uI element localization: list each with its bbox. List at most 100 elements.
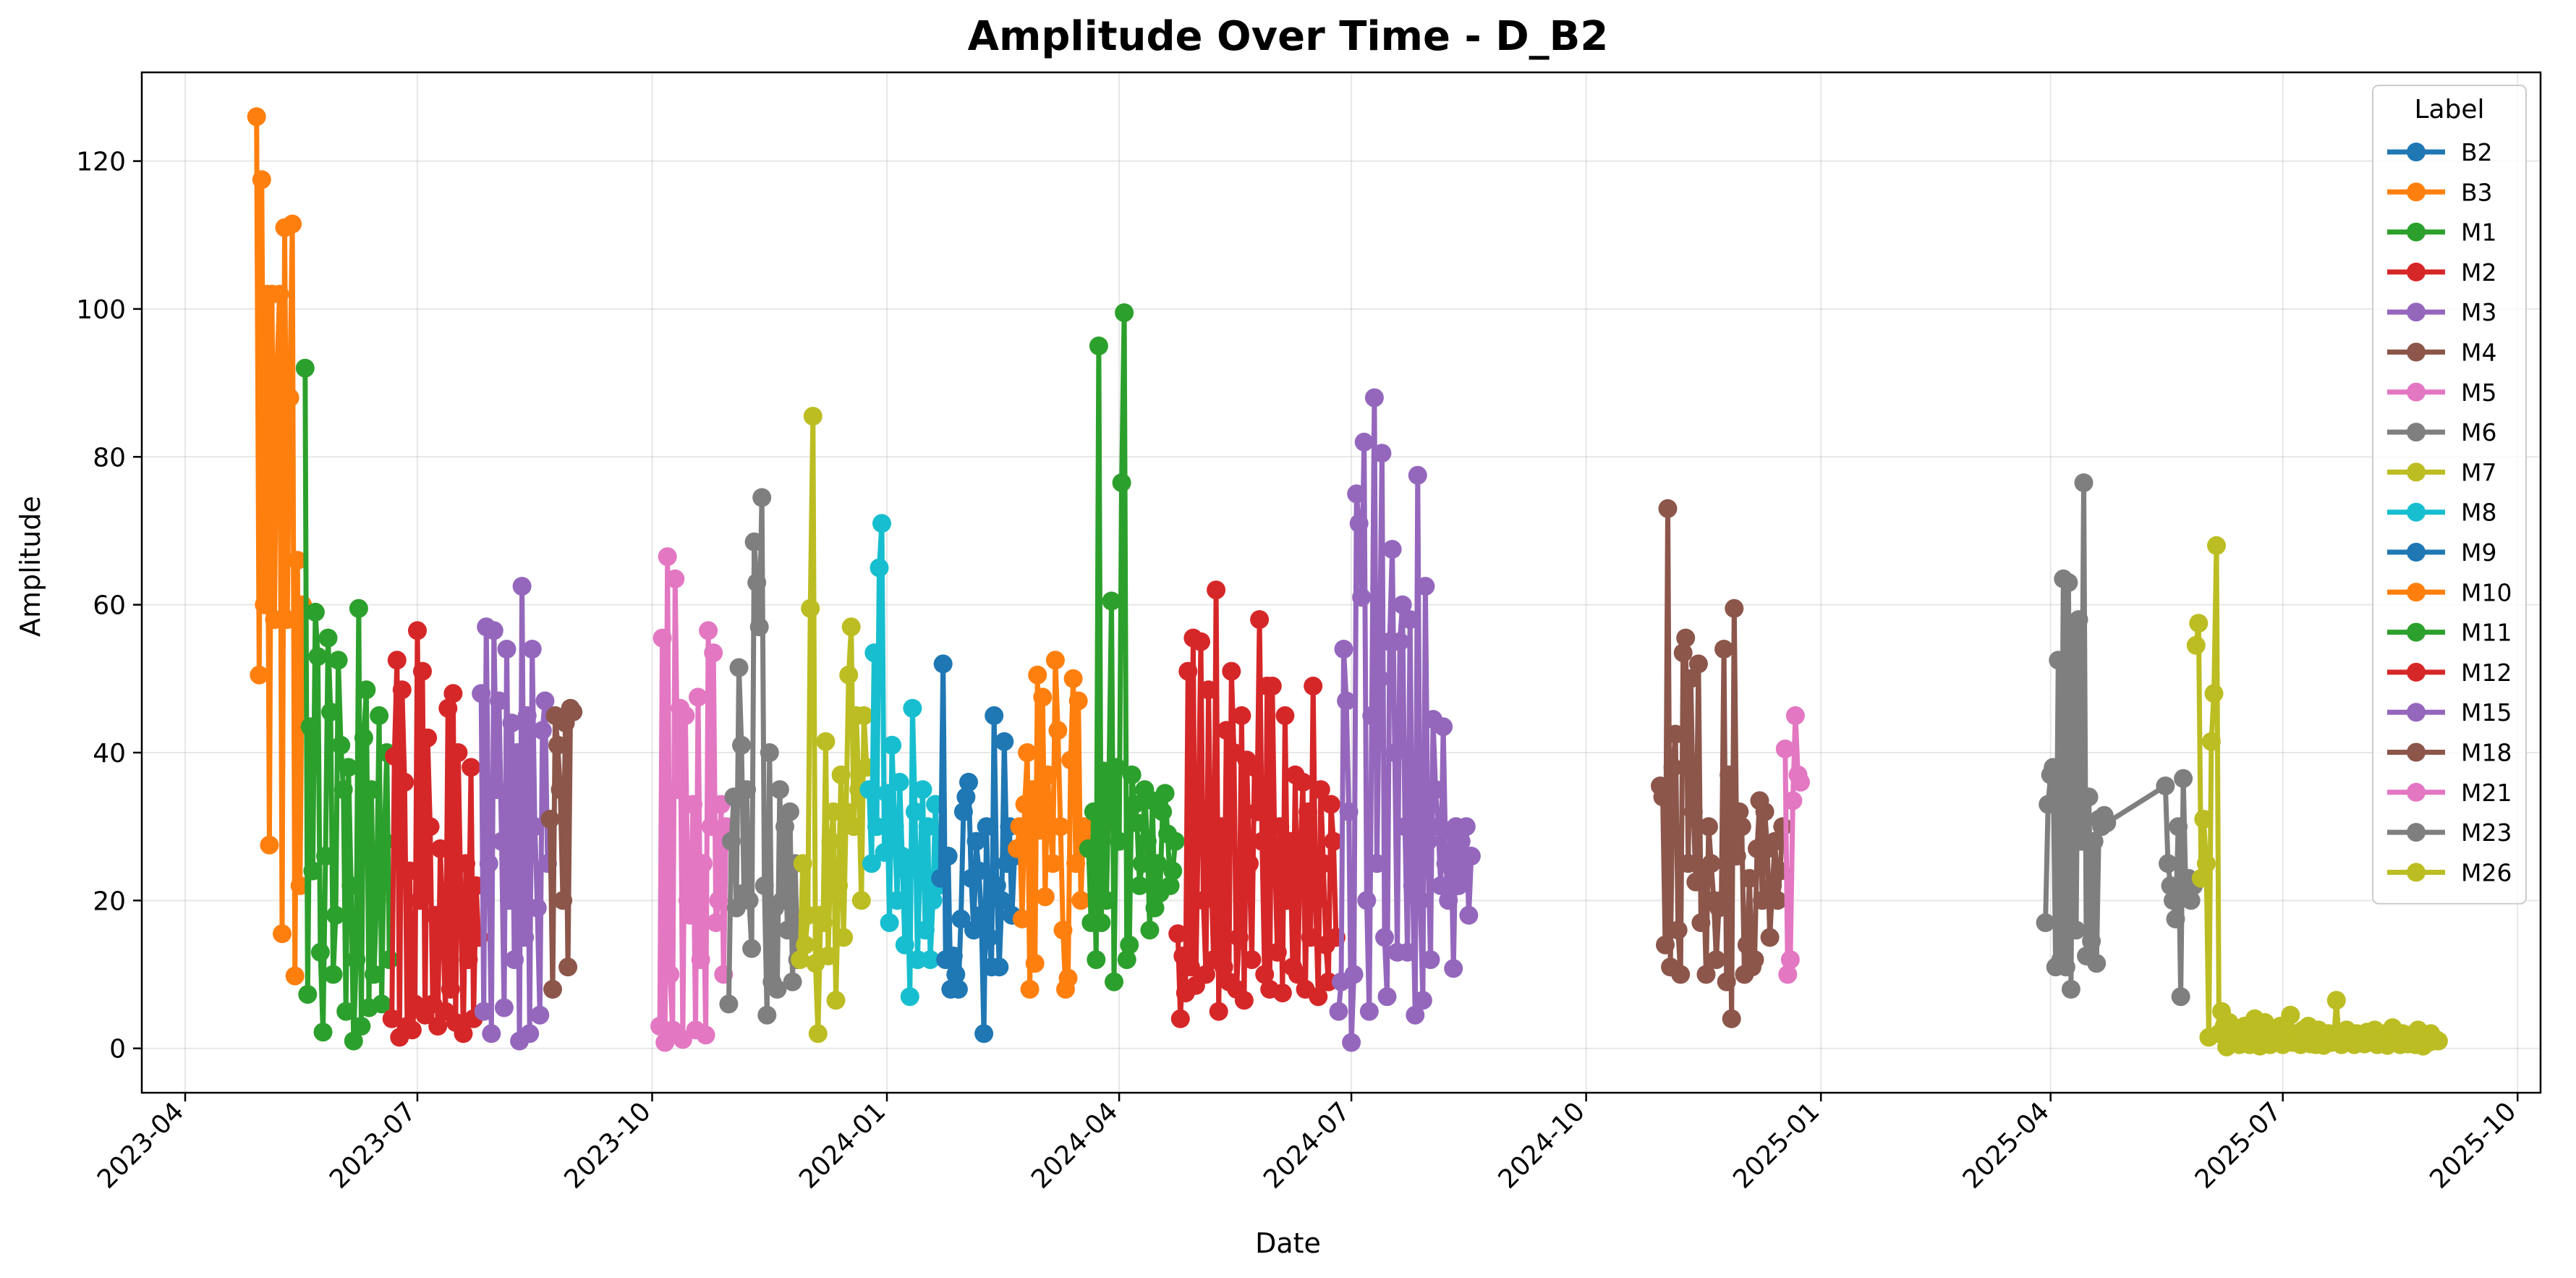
data-point-M9 [943, 947, 963, 965]
data-point-M3 [530, 1005, 550, 1025]
data-point-M2 [400, 861, 420, 881]
data-point-M5 [681, 905, 700, 925]
data-point-M8 [900, 987, 919, 1007]
data-point-M26 [2428, 1031, 2448, 1051]
data-point-M1 [326, 905, 346, 925]
data-point-M11 [1117, 950, 1136, 970]
data-point-M12 [1262, 677, 1282, 695]
data-point-M2 [449, 743, 468, 762]
data-point-M2 [410, 891, 430, 910]
data-point-M11 [1120, 935, 1139, 955]
data-point-M12 [1291, 839, 1310, 858]
data-point-M12 [1255, 965, 1275, 984]
data-point-M18 [1673, 643, 1693, 663]
data-point-M6 [757, 1005, 777, 1025]
data-point-M12 [1189, 817, 1208, 837]
data-point-M23 [2084, 831, 2104, 851]
data-point-B3 [270, 284, 289, 304]
x-tick-label: 2024-07 [1258, 1096, 1356, 1194]
data-point-M11 [1084, 802, 1103, 821]
data-point-M1 [354, 728, 373, 748]
data-point-M15 [1364, 388, 1384, 407]
data-point-M2 [418, 728, 438, 748]
data-point-M12 [1194, 891, 1213, 910]
data-point-M12 [1170, 1009, 1190, 1028]
legend-label-M21: M21 [2461, 779, 2512, 807]
data-point-M10 [1020, 980, 1040, 999]
data-point-M9 [972, 905, 991, 925]
data-point-M8 [916, 921, 935, 940]
data-point-M1 [321, 702, 340, 721]
data-point-M5 [709, 891, 728, 910]
data-point-M6 [719, 994, 739, 1014]
data-point-B3 [250, 665, 269, 685]
data-point-M11 [1153, 802, 1173, 821]
data-point-M7 [836, 802, 856, 821]
series-group [247, 107, 2448, 1057]
data-point-M10 [1051, 817, 1070, 837]
data-point-M3 [517, 706, 537, 725]
data-point-M9 [956, 787, 976, 807]
data-point-M5 [701, 817, 720, 837]
data-point-M2 [462, 758, 481, 777]
data-point-M3 [482, 1024, 501, 1044]
data-point-M5 [676, 706, 695, 725]
data-point-M23 [2067, 921, 2086, 940]
y-tick-label: 120 [76, 148, 126, 177]
data-point-M23 [2181, 891, 2201, 910]
data-point-M15 [1413, 991, 1432, 1010]
data-point-M12 [1272, 983, 1292, 1003]
data-point-M5 [678, 891, 697, 910]
legend-marker-M2 [2407, 262, 2426, 282]
x-tick-label: 2024-01 [794, 1096, 891, 1194]
data-point-M1 [370, 706, 389, 725]
data-point-M1 [339, 758, 358, 777]
data-point-M15 [1403, 876, 1422, 895]
data-point-M18 [1722, 1009, 1741, 1028]
data-point-M23 [2097, 813, 2117, 833]
data-point-M6 [783, 972, 802, 991]
data-point-M7 [813, 913, 833, 932]
legend-marker-B3 [2407, 182, 2426, 202]
legend-marker-M9 [2407, 543, 2426, 562]
data-point-M15 [1362, 706, 1382, 725]
legend-title: Label [2414, 95, 2484, 124]
data-point-M6 [773, 891, 792, 910]
data-point-M18 [1666, 724, 1686, 744]
data-point-M18 [1701, 854, 1721, 873]
legend-label-M12: M12 [2461, 659, 2512, 687]
data-point-M1 [380, 950, 399, 970]
data-point-M3 [487, 780, 506, 800]
data-point-M18 [1696, 965, 1716, 984]
data-point-M3 [505, 950, 524, 970]
data-point-M1 [323, 965, 343, 984]
data-point-M2 [430, 839, 450, 858]
data-point-M1 [333, 780, 353, 800]
data-point-M10 [1068, 691, 1088, 711]
data-point-M21 [1780, 950, 1800, 970]
data-point-M6 [744, 532, 764, 551]
data-point-M18 [1714, 640, 1734, 659]
data-point-M2 [454, 1024, 473, 1044]
data-point-M2 [392, 680, 412, 700]
data-point-M26 [2194, 810, 2214, 829]
data-point-M10 [1010, 817, 1029, 837]
data-point-M3 [520, 1024, 540, 1044]
data-point-M7 [831, 765, 851, 784]
data-point-M10 [1018, 743, 1037, 762]
data-point-M5 [694, 854, 713, 873]
data-point-M1 [362, 780, 381, 800]
data-point-M23 [2156, 776, 2175, 795]
data-point-M18 [1730, 802, 1749, 821]
data-point-M15 [1349, 514, 1369, 533]
data-point-M15 [1337, 691, 1356, 711]
data-point-M9 [964, 921, 983, 940]
legend-label-M1: M1 [2461, 219, 2496, 247]
data-point-M6 [721, 831, 741, 851]
legend-label-M10: M10 [2461, 578, 2512, 606]
data-point-M3 [522, 640, 542, 659]
data-point-M11 [1137, 831, 1157, 851]
data-point-M3 [527, 898, 547, 918]
